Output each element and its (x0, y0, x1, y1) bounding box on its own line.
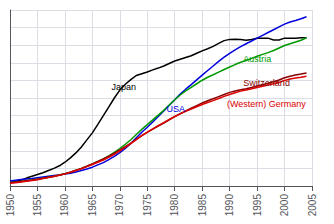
svg-text:1960: 1960 (59, 194, 70, 217)
svg-text:Japan: Japan (112, 82, 137, 92)
svg-text:1980: 1980 (169, 194, 180, 217)
svg-text:Switzerland: Switzerland (243, 78, 290, 88)
svg-text:2005: 2005 (307, 194, 318, 217)
svg-text:1955: 1955 (32, 194, 43, 217)
svg-text:1965: 1965 (87, 194, 98, 217)
svg-text:1975: 1975 (142, 194, 153, 217)
svg-text:1950: 1950 (5, 194, 16, 217)
svg-text:1995: 1995 (252, 194, 263, 217)
svg-text:1990: 1990 (224, 194, 235, 217)
svg-text:Austria: Austria (243, 54, 271, 64)
svg-text:(Western) Germany: (Western) Germany (227, 99, 306, 109)
svg-text:USA: USA (166, 104, 185, 114)
svg-text:1985: 1985 (197, 194, 208, 217)
svg-text:2000: 2000 (279, 194, 290, 217)
svg-text:1970: 1970 (114, 194, 125, 217)
